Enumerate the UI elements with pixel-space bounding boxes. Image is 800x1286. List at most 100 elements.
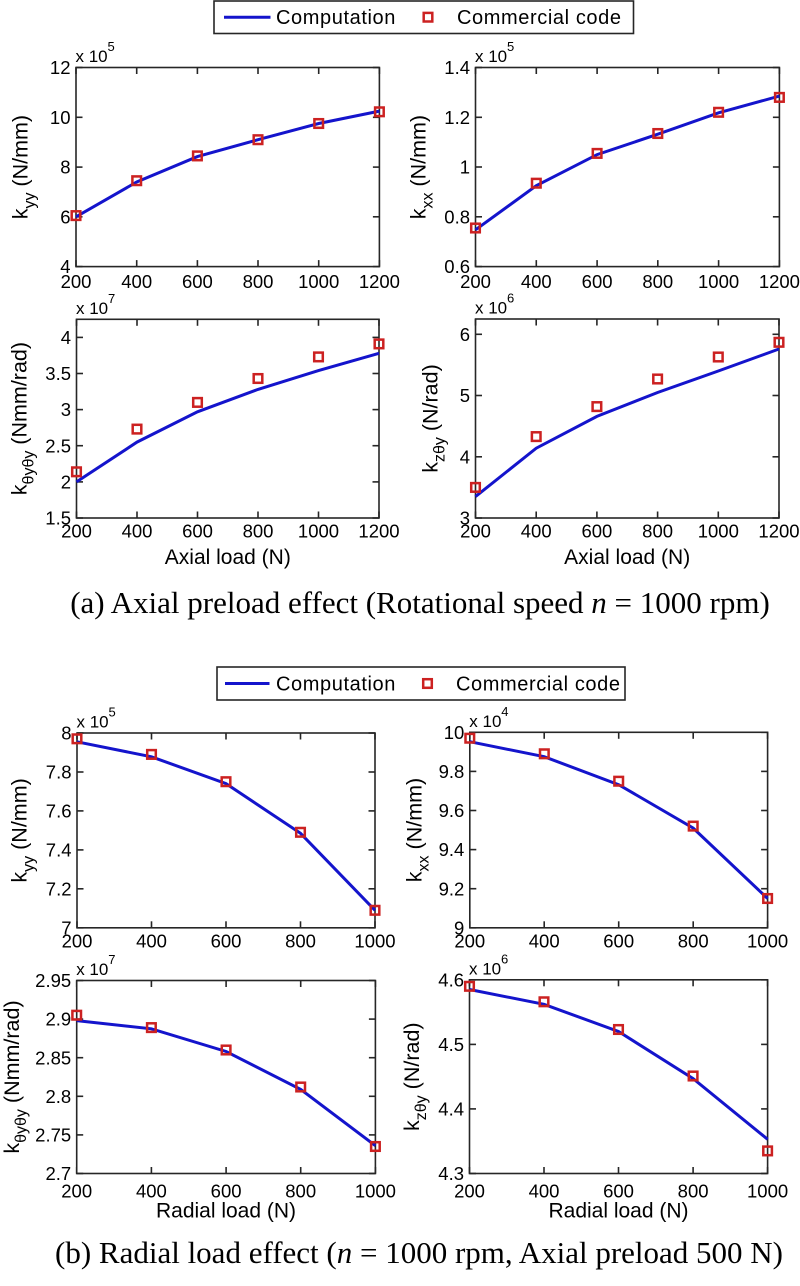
- svg-text:(b) Radial load effect (n = 10: (b) Radial load effect (n = 1000 rpm, Ax…: [55, 1235, 783, 1270]
- svg-text:800: 800: [285, 931, 316, 952]
- svg-text:x 10: x 10: [76, 47, 108, 66]
- svg-text:600: 600: [603, 931, 634, 952]
- svg-text:Computation: Computation: [276, 7, 396, 29]
- svg-text:1200: 1200: [758, 521, 799, 542]
- svg-text:4: 4: [460, 446, 470, 467]
- svg-text:kyy (N/mm): kyy (N/mm): [8, 778, 38, 882]
- svg-text:5: 5: [108, 39, 115, 54]
- svg-text:6: 6: [501, 951, 508, 966]
- svg-text:6: 6: [460, 324, 470, 345]
- svg-text:600: 600: [581, 521, 612, 542]
- svg-text:200: 200: [61, 521, 92, 542]
- svg-text:2.7: 2.7: [45, 1163, 71, 1184]
- svg-text:10: 10: [444, 722, 465, 743]
- svg-text:1000: 1000: [698, 521, 739, 542]
- svg-text:2.8: 2.8: [45, 1086, 71, 1107]
- svg-text:8: 8: [60, 157, 70, 178]
- svg-text:2.95: 2.95: [35, 970, 71, 991]
- svg-text:7.6: 7.6: [46, 801, 72, 822]
- svg-text:600: 600: [603, 1181, 634, 1202]
- svg-text:9.4: 9.4: [439, 839, 465, 860]
- svg-text:kθyθy (Nmm/rad): kθyθy (Nmm/rad): [8, 342, 38, 495]
- svg-text:Radial load (N): Radial load (N): [548, 1200, 688, 1223]
- svg-text:5: 5: [109, 705, 116, 720]
- svg-text:200: 200: [460, 521, 491, 542]
- svg-text:kzθy (N/rad): kzθy (N/rad): [419, 364, 449, 473]
- svg-text:5: 5: [507, 39, 514, 54]
- svg-text:400: 400: [521, 271, 552, 292]
- svg-text:1.5: 1.5: [45, 508, 71, 529]
- svg-text:0.6: 0.6: [444, 256, 470, 277]
- svg-text:400: 400: [529, 931, 560, 952]
- svg-text:x 10: x 10: [475, 299, 507, 318]
- svg-text:3.5: 3.5: [45, 363, 71, 384]
- svg-text:2.9: 2.9: [45, 1009, 71, 1030]
- svg-text:200: 200: [460, 271, 491, 292]
- svg-text:4: 4: [60, 256, 70, 277]
- svg-text:x 10: x 10: [469, 960, 501, 979]
- svg-text:1000: 1000: [298, 521, 339, 542]
- svg-text:Axial load (N): Axial load (N): [165, 546, 291, 569]
- svg-text:400: 400: [136, 1181, 167, 1202]
- svg-text:800: 800: [243, 271, 274, 292]
- svg-text:9.6: 9.6: [439, 800, 465, 821]
- svg-text:x 10: x 10: [76, 299, 108, 318]
- svg-text:600: 600: [582, 271, 613, 292]
- svg-text:800: 800: [642, 521, 673, 542]
- svg-text:1200: 1200: [358, 521, 399, 542]
- svg-text:8: 8: [61, 723, 71, 744]
- svg-text:Commercial code: Commercial code: [456, 674, 621, 696]
- svg-text:1.2: 1.2: [444, 107, 470, 128]
- svg-text:5: 5: [460, 385, 470, 406]
- svg-text:800: 800: [243, 521, 274, 542]
- svg-text:kzθy (N/rad): kzθy (N/rad): [400, 1022, 430, 1131]
- svg-text:200: 200: [61, 271, 92, 292]
- svg-text:7.2: 7.2: [46, 878, 72, 899]
- svg-text:x 10: x 10: [77, 713, 109, 732]
- svg-text:800: 800: [642, 271, 673, 292]
- svg-text:kxx (N/mm): kxx (N/mm): [407, 115, 437, 219]
- svg-text:200: 200: [454, 1181, 485, 1202]
- svg-text:kxx (N/mm): kxx (N/mm): [403, 778, 433, 882]
- svg-text:(a) Axial preload effect (Rota: (a) Axial preload effect (Rotational spe…: [70, 585, 770, 620]
- svg-text:800: 800: [678, 1181, 709, 1202]
- svg-text:1.4: 1.4: [444, 57, 470, 78]
- svg-text:4: 4: [61, 327, 71, 348]
- svg-text:600: 600: [182, 521, 213, 542]
- svg-text:7.4: 7.4: [46, 840, 72, 861]
- svg-text:x 10: x 10: [475, 47, 507, 66]
- svg-text:400: 400: [122, 521, 153, 542]
- svg-text:200: 200: [61, 1181, 92, 1202]
- svg-text:400: 400: [136, 931, 167, 952]
- svg-text:9: 9: [454, 917, 464, 938]
- svg-text:1000: 1000: [355, 1181, 396, 1202]
- svg-text:200: 200: [454, 931, 485, 952]
- svg-text:1000: 1000: [747, 931, 788, 952]
- svg-text:1000: 1000: [298, 271, 339, 292]
- svg-text:7: 7: [108, 952, 115, 967]
- svg-text:4.6: 4.6: [438, 969, 464, 990]
- svg-text:400: 400: [529, 1181, 560, 1202]
- svg-text:400: 400: [121, 271, 152, 292]
- svg-text:1200: 1200: [759, 271, 800, 292]
- svg-text:kθyθy (Nmm/rad): kθyθy (Nmm/rad): [0, 1000, 30, 1153]
- svg-text:7: 7: [61, 917, 71, 938]
- svg-text:1000: 1000: [698, 271, 739, 292]
- svg-text:12: 12: [50, 57, 71, 78]
- svg-text:6: 6: [60, 206, 70, 227]
- svg-text:Computation: Computation: [276, 674, 396, 696]
- svg-text:7: 7: [108, 291, 115, 306]
- svg-text:3: 3: [61, 399, 71, 420]
- svg-text:9.2: 9.2: [439, 878, 465, 899]
- svg-text:1000: 1000: [354, 931, 395, 952]
- svg-text:4.5: 4.5: [438, 1034, 464, 1055]
- svg-text:800: 800: [285, 1181, 316, 1202]
- svg-text:6: 6: [507, 291, 514, 306]
- svg-text:600: 600: [211, 1181, 242, 1202]
- svg-text:4.3: 4.3: [438, 1163, 464, 1184]
- svg-text:2.85: 2.85: [35, 1047, 71, 1068]
- svg-text:200: 200: [62, 931, 93, 952]
- svg-text:kyy (N/mm): kyy (N/mm): [9, 115, 39, 219]
- svg-text:800: 800: [678, 931, 709, 952]
- svg-text:2.5: 2.5: [45, 435, 71, 456]
